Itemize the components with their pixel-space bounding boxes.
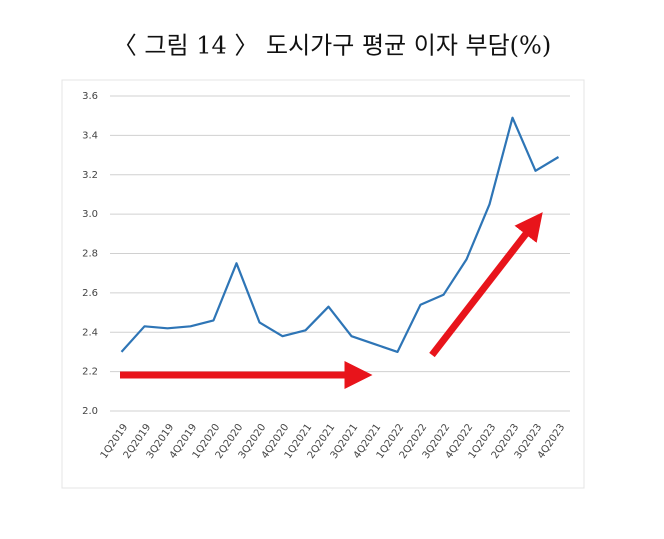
chart-frame: [61, 79, 585, 489]
y-tick-label: 3.0: [82, 209, 98, 220]
y-tick-label: 2.2: [82, 367, 98, 378]
arrow: [429, 212, 543, 358]
y-tick-label: 2.8: [82, 249, 98, 260]
y-tick-label: 3.4: [82, 130, 98, 141]
y-tick-label: 3.6: [82, 91, 98, 102]
chart-title: 〈 그림 14 〉 도시가구 평균 이자 부담(%): [113, 32, 551, 60]
y-tick-label: 2.6: [82, 288, 98, 299]
y-tick-label: 3.2: [82, 170, 98, 181]
y-tick-label: 2.4: [82, 327, 98, 338]
y-tick-label: 2.0: [82, 406, 98, 417]
data-line: [120, 116, 560, 353]
